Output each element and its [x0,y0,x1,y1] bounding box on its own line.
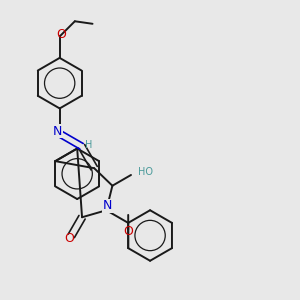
Text: N: N [103,199,112,212]
Text: O: O [56,28,66,40]
Text: O: O [64,232,74,245]
Text: H: H [85,140,93,150]
Text: HO: HO [138,167,153,177]
Text: N: N [52,125,62,138]
Text: O: O [123,225,133,238]
